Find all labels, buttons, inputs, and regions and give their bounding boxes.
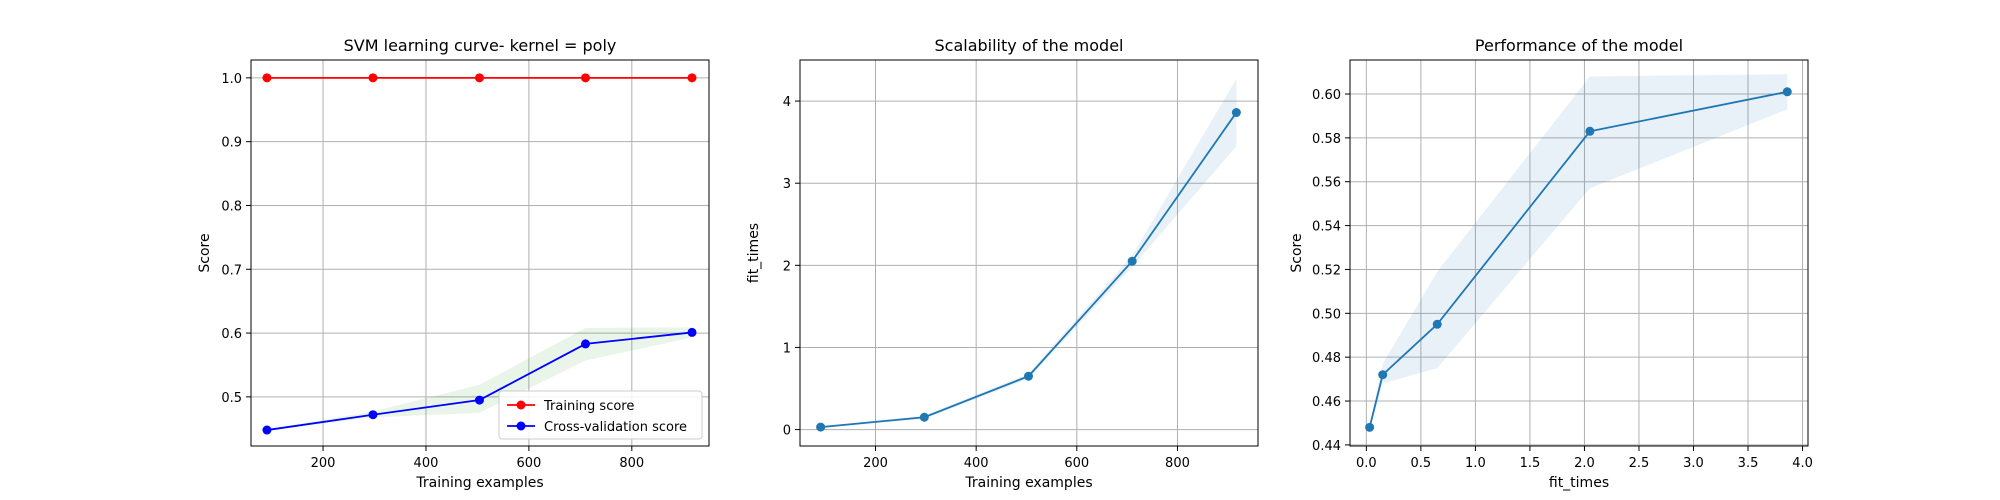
x-tick-label: 200 xyxy=(311,456,336,471)
y-tick-label: 0.8 xyxy=(221,199,242,214)
x-tick-label: 400 xyxy=(414,456,439,471)
legend-box xyxy=(498,390,703,440)
x-tick-label: 800 xyxy=(619,456,644,471)
y-tick-label: 0.5 xyxy=(221,391,242,406)
x-tick-label: 4.0 xyxy=(1792,456,1813,471)
data-point xyxy=(474,395,484,405)
x-tick-label: 2.5 xyxy=(1629,456,1650,471)
chart-2: 200 400 600 800 0 1 2 3 4 Scalability of the mode… xyxy=(746,36,1259,491)
x-tick-label: 0.0 xyxy=(1356,456,1377,471)
axes-frame xyxy=(799,59,1259,447)
y-tick-label: 0.46 xyxy=(1312,395,1341,410)
x-tick-label: 800 xyxy=(1165,456,1190,471)
data-point xyxy=(368,410,378,420)
y-tick-label: 0 xyxy=(783,424,791,439)
chart-3: 0.0 0.5 1.0 1.5 2.0 2.5 3.0 3.5 4.0 0.44 0.46 0.48 0… xyxy=(1289,36,1813,491)
y-tick-label: 0.52 xyxy=(1312,263,1341,278)
data-point xyxy=(368,73,378,83)
data-point xyxy=(1585,126,1595,136)
y-tick-label: 0.60 xyxy=(1312,88,1341,103)
chart-1: 200 400 600 800 0.5 0.6 0.7 0.8 0.9 1.0 SVM learni… xyxy=(197,36,710,491)
y-tick-label: 0.58 xyxy=(1312,132,1341,147)
data-point xyxy=(1432,319,1442,329)
x-tick-label: 1.0 xyxy=(1465,456,1486,471)
y-tick-label: 0.7 xyxy=(221,263,242,278)
y-tick-label: 1.0 xyxy=(221,72,242,87)
data-point xyxy=(580,73,590,83)
data-point xyxy=(1127,256,1137,266)
confidence-band-2 xyxy=(266,327,693,431)
x-axis-label: fit_times xyxy=(1549,475,1609,491)
y-tick-label: 0.44 xyxy=(1312,439,1341,454)
confidence-band-1 xyxy=(1369,74,1788,430)
legend-marker-1 xyxy=(516,400,526,410)
axes-frame xyxy=(1349,59,1809,447)
data-point xyxy=(474,73,484,83)
legend-marker-2 xyxy=(516,421,526,431)
y-axis-label: Score xyxy=(197,233,213,272)
data-point xyxy=(687,73,697,83)
axes-frame xyxy=(250,59,710,447)
chart-title: Scalability of the model xyxy=(935,36,1124,55)
x-tick-label: 0.5 xyxy=(1411,456,1432,471)
data-point xyxy=(1231,108,1241,118)
x-tick-label: 3.5 xyxy=(1738,456,1759,471)
y-tick-label: 1 xyxy=(783,341,791,356)
y-tick-label: 3 xyxy=(783,177,791,192)
y-tick-label: 0.56 xyxy=(1312,176,1341,191)
y-tick-label: 4 xyxy=(783,95,791,110)
chart-title: Performance of the model xyxy=(1475,36,1683,55)
data-point xyxy=(1365,422,1375,432)
legend: Training score Cross-validation score xyxy=(498,390,703,440)
y-tick-label: 0.9 xyxy=(221,136,242,151)
x-tick-label: 3.0 xyxy=(1683,456,1704,471)
legend-label-2: Cross-validation score xyxy=(544,420,687,435)
y-tick-label: 2 xyxy=(783,259,791,274)
data-point xyxy=(919,412,929,422)
x-tick-label: 1.5 xyxy=(1520,456,1541,471)
y-tick-label: 0.54 xyxy=(1312,220,1341,235)
y-tick-label: 0.6 xyxy=(221,327,242,342)
x-tick-label: 600 xyxy=(516,456,541,471)
x-tick-label: 400 xyxy=(964,456,989,471)
data-point xyxy=(580,339,590,349)
data-point xyxy=(1782,87,1792,97)
data-point xyxy=(262,425,272,435)
data-point xyxy=(816,422,826,432)
x-tick-label: 200 xyxy=(863,456,888,471)
data-point xyxy=(262,73,272,83)
y-tick-label: 0.48 xyxy=(1312,351,1341,366)
y-tick-label: 0.50 xyxy=(1312,307,1341,322)
chart-title: SVM learning curve- kernel = poly xyxy=(344,36,617,55)
y-axis-label: Score xyxy=(1289,233,1305,272)
x-tick-label: 600 xyxy=(1064,456,1089,471)
legend-label-1: Training score xyxy=(543,399,634,414)
data-point xyxy=(1023,371,1033,381)
x-tick-label: 2.0 xyxy=(1574,456,1595,471)
data-point xyxy=(1378,370,1388,380)
data-point xyxy=(687,327,697,337)
y-axis-label: fit_times xyxy=(746,223,762,283)
x-axis-label: Training examples xyxy=(415,475,543,491)
x-axis-label: Training examples xyxy=(964,475,1092,491)
